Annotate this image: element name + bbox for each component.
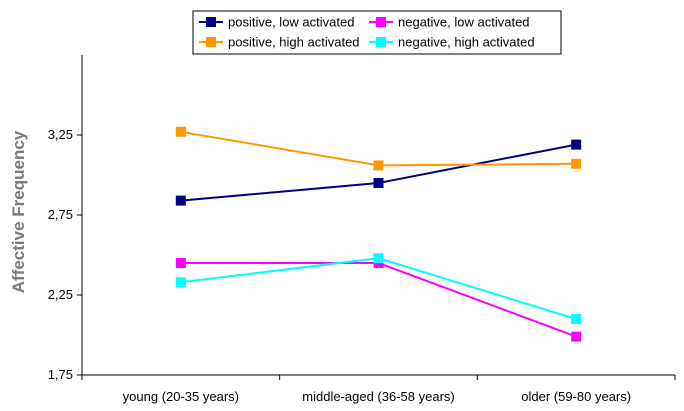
series-2 xyxy=(175,258,582,342)
legend-marker xyxy=(206,17,216,27)
series-3 xyxy=(175,126,582,171)
series-group xyxy=(175,126,582,342)
data-point xyxy=(571,331,582,342)
data-point xyxy=(571,158,582,169)
series-line xyxy=(180,130,577,167)
data-point xyxy=(373,178,384,188)
x-tick-label: middle-aged (36-58 years) xyxy=(302,389,454,404)
legend-label: negative, low activated xyxy=(398,15,530,30)
legend-marker xyxy=(206,37,216,47)
data-point xyxy=(175,126,186,137)
legend-label: positive, low activated xyxy=(228,15,354,30)
legend-entry: positive, high activated xyxy=(199,35,360,50)
data-point xyxy=(571,139,582,150)
data-point xyxy=(175,258,186,268)
data-point xyxy=(175,195,186,206)
y-tick-label: 1,75 xyxy=(48,367,73,382)
y-tick-label: 2,75 xyxy=(48,207,73,222)
y-tick-label: 2,25 xyxy=(48,287,73,302)
legend-marker xyxy=(376,37,386,47)
legend-marker xyxy=(376,17,386,27)
legend-label: negative, high activated xyxy=(398,35,535,50)
legend: positive, low activated negative, low act… xyxy=(192,10,562,55)
x-tick-label: young (20-35 years) xyxy=(123,389,239,404)
series-4 xyxy=(175,253,582,324)
x-ticks: young (20-35 years) middle-aged (36-58 ye… xyxy=(81,375,676,404)
legend-entry: positive, low activated xyxy=(199,15,354,30)
legend-entry: negative, high activated xyxy=(369,35,535,50)
y-ticks: 1,75 2,25 2,75 3,25 xyxy=(48,127,82,382)
series-1 xyxy=(175,139,582,206)
legend-label: positive, high activated xyxy=(228,35,360,50)
axes xyxy=(81,55,675,376)
legend-entry: negative, low activated xyxy=(369,15,530,30)
data-point xyxy=(175,277,186,288)
series-line xyxy=(180,143,577,202)
data-point xyxy=(373,253,384,264)
data-point xyxy=(571,314,582,324)
y-tick-label: 3,25 xyxy=(48,127,73,142)
data-point xyxy=(373,160,384,171)
y-axis-label: Affective Frequency xyxy=(9,130,28,293)
x-tick-label: older (59-80 years) xyxy=(521,389,631,404)
